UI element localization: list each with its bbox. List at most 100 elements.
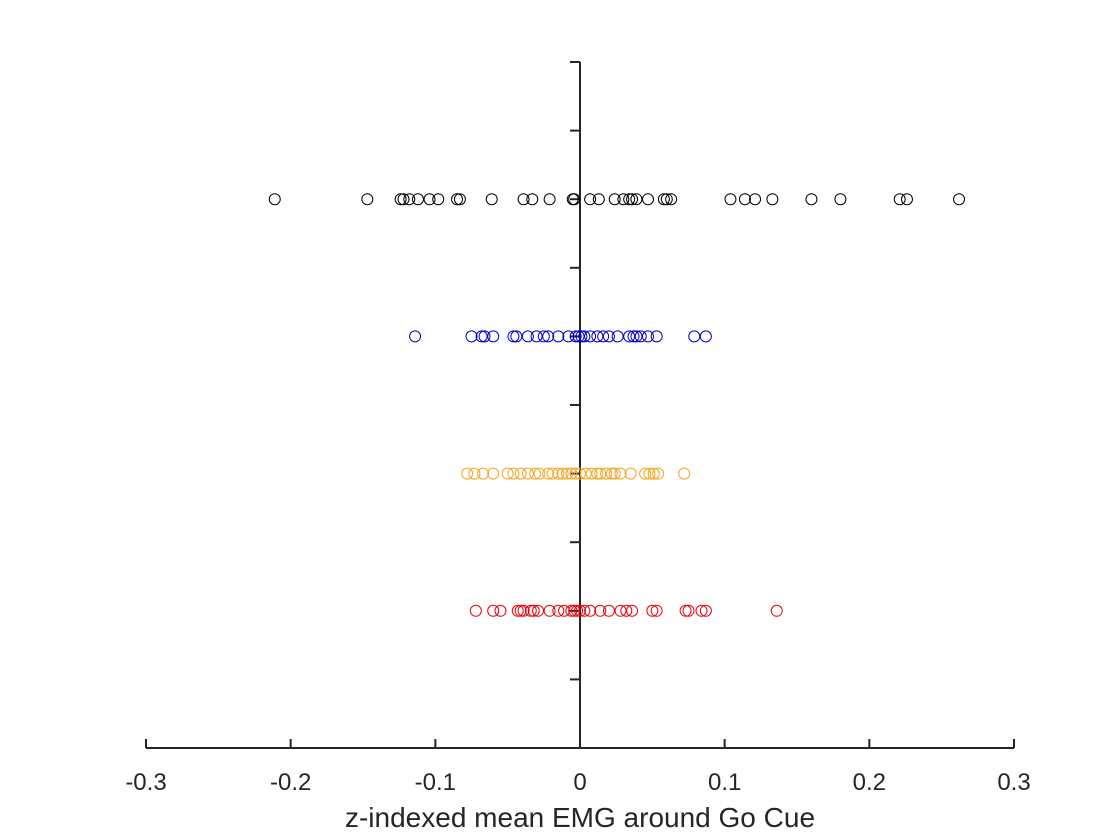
data-point [591, 467, 604, 480]
data-point [623, 330, 636, 343]
data-point [575, 330, 588, 343]
data-point [584, 193, 597, 206]
data-point [517, 604, 530, 617]
data-point [627, 330, 640, 343]
x-tick-label: -0.3 [125, 769, 166, 796]
data-point [529, 467, 542, 480]
data-point [543, 604, 556, 617]
data-point [620, 604, 633, 617]
data-point [578, 330, 591, 343]
data-point [397, 193, 410, 206]
data-point [699, 330, 712, 343]
data-point [623, 193, 636, 206]
data-point [592, 193, 605, 206]
data-point [594, 467, 607, 480]
x-tick-label: 0.1 [708, 769, 741, 796]
data-point [501, 467, 514, 480]
data-point [517, 193, 530, 206]
data-point [893, 193, 906, 206]
data-point [602, 330, 615, 343]
data-point [641, 330, 654, 343]
data-point [465, 330, 478, 343]
data-point [624, 467, 637, 480]
data-markers [268, 193, 966, 617]
data-point [468, 467, 481, 480]
data-point [524, 604, 537, 617]
data-point [647, 467, 660, 480]
data-point [682, 604, 695, 617]
data-point [542, 467, 555, 480]
data-point [487, 330, 500, 343]
data-point [507, 467, 520, 480]
data-point [953, 193, 966, 206]
data-point [552, 467, 565, 480]
data-point [630, 330, 643, 343]
data-point [558, 604, 571, 617]
data-point [403, 193, 416, 206]
series-0 [268, 193, 966, 206]
data-point [409, 330, 422, 343]
data-point [614, 467, 627, 480]
data-point [594, 604, 607, 617]
data-point [475, 330, 488, 343]
data-point [560, 467, 573, 480]
data-point [749, 193, 762, 206]
data-point [533, 467, 546, 480]
data-point [494, 604, 507, 617]
data-point [770, 604, 783, 617]
data-point [766, 193, 779, 206]
data-point [597, 330, 610, 343]
data-point [611, 330, 624, 343]
data-point [585, 467, 598, 480]
data-point [584, 330, 597, 343]
data-point [738, 193, 751, 206]
data-point [608, 193, 621, 206]
data-point [527, 604, 540, 617]
data-point [665, 193, 678, 206]
data-point [834, 193, 847, 206]
data-point [579, 467, 592, 480]
data-point [477, 467, 490, 480]
data-point [652, 467, 665, 480]
data-point [552, 604, 565, 617]
data-point [411, 193, 424, 206]
data-point [432, 193, 445, 206]
x-tick-label: 0 [573, 769, 586, 796]
data-point [510, 330, 523, 343]
data-point [630, 193, 643, 206]
series-1 [409, 330, 712, 343]
data-point [514, 604, 527, 617]
x-tick-label: -0.2 [270, 769, 311, 796]
data-point [487, 467, 500, 480]
data-point [568, 604, 581, 617]
data-point [485, 193, 498, 206]
data-point [423, 193, 436, 206]
data-point [617, 193, 630, 206]
data-point [542, 330, 555, 343]
data-point [699, 604, 712, 617]
data-point [695, 604, 708, 617]
data-point [650, 604, 663, 617]
data-point [526, 193, 539, 206]
data-point [546, 467, 559, 480]
data-point [643, 467, 656, 480]
data-point [571, 604, 584, 617]
data-point [805, 193, 818, 206]
data-point [478, 330, 491, 343]
data-point [626, 604, 639, 617]
data-point [537, 330, 550, 343]
data-point [556, 467, 569, 480]
data-point [660, 193, 673, 206]
data-point [578, 604, 591, 617]
data-point [569, 467, 582, 480]
data-point [507, 330, 520, 343]
data-point [562, 330, 575, 343]
data-point [268, 193, 281, 206]
data-point [602, 604, 615, 617]
data-point [361, 193, 374, 206]
data-point [574, 604, 586, 617]
data-point [900, 193, 913, 206]
data-point [614, 604, 627, 617]
data-point [574, 467, 586, 480]
